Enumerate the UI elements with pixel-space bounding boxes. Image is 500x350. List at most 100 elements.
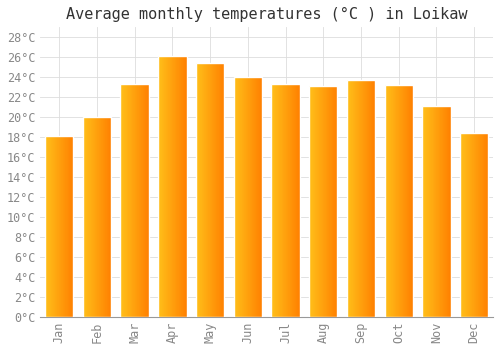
Bar bbox=[336, 86, 337, 317]
Bar bbox=[478, 133, 480, 317]
Bar bbox=[222, 63, 223, 317]
Bar bbox=[428, 106, 429, 317]
Bar bbox=[447, 106, 448, 317]
Bar bbox=[460, 133, 488, 317]
Bar bbox=[309, 86, 310, 317]
Bar bbox=[322, 86, 324, 317]
Bar bbox=[202, 63, 203, 317]
Bar bbox=[136, 84, 137, 317]
Bar bbox=[333, 86, 334, 317]
Bar bbox=[445, 106, 446, 317]
Bar bbox=[321, 86, 322, 317]
Bar bbox=[162, 56, 164, 317]
Bar bbox=[486, 133, 487, 317]
Bar bbox=[83, 117, 84, 317]
Bar bbox=[365, 80, 366, 317]
Bar bbox=[120, 84, 149, 317]
Bar bbox=[46, 136, 48, 317]
Bar bbox=[212, 63, 213, 317]
Bar bbox=[245, 77, 246, 317]
Bar bbox=[282, 84, 284, 317]
Bar bbox=[285, 84, 286, 317]
Bar bbox=[433, 106, 434, 317]
Bar bbox=[92, 117, 93, 317]
Bar bbox=[483, 133, 484, 317]
Bar bbox=[158, 56, 159, 317]
Bar bbox=[198, 63, 199, 317]
Bar bbox=[470, 133, 471, 317]
Bar bbox=[299, 84, 300, 317]
Bar bbox=[293, 84, 294, 317]
Bar bbox=[389, 85, 390, 317]
Bar bbox=[199, 63, 200, 317]
Bar bbox=[347, 80, 375, 317]
Bar bbox=[461, 133, 462, 317]
Bar bbox=[355, 80, 356, 317]
Bar bbox=[166, 56, 168, 317]
Bar bbox=[370, 80, 371, 317]
Bar bbox=[434, 106, 435, 317]
Bar bbox=[173, 56, 174, 317]
Bar bbox=[432, 106, 433, 317]
Bar bbox=[219, 63, 220, 317]
Bar bbox=[334, 86, 335, 317]
Bar bbox=[137, 84, 138, 317]
Bar bbox=[392, 85, 393, 317]
Bar bbox=[139, 84, 140, 317]
Bar bbox=[148, 84, 149, 317]
Bar bbox=[397, 85, 398, 317]
Bar bbox=[315, 86, 316, 317]
Bar bbox=[260, 77, 261, 317]
Bar bbox=[144, 84, 145, 317]
Bar bbox=[296, 84, 297, 317]
Bar bbox=[100, 117, 101, 317]
Bar bbox=[422, 106, 423, 317]
Bar bbox=[45, 136, 74, 317]
Bar bbox=[68, 136, 69, 317]
Bar bbox=[286, 84, 287, 317]
Bar bbox=[393, 85, 394, 317]
Bar bbox=[201, 63, 202, 317]
Bar bbox=[45, 136, 46, 317]
Bar bbox=[401, 85, 402, 317]
Bar bbox=[50, 136, 51, 317]
Bar bbox=[440, 106, 441, 317]
Bar bbox=[358, 80, 360, 317]
Bar bbox=[430, 106, 431, 317]
Bar bbox=[234, 77, 262, 317]
Bar bbox=[249, 77, 250, 317]
Bar bbox=[294, 84, 295, 317]
Bar bbox=[145, 84, 146, 317]
Bar bbox=[326, 86, 327, 317]
Bar bbox=[235, 77, 236, 317]
Bar bbox=[371, 80, 372, 317]
Bar bbox=[284, 84, 285, 317]
Bar bbox=[406, 85, 407, 317]
Bar bbox=[409, 85, 410, 317]
Bar bbox=[460, 133, 461, 317]
Bar bbox=[170, 56, 171, 317]
Bar bbox=[351, 80, 352, 317]
Bar bbox=[208, 63, 209, 317]
Bar bbox=[181, 56, 182, 317]
Bar bbox=[143, 84, 144, 317]
Bar bbox=[102, 117, 103, 317]
Bar bbox=[218, 63, 219, 317]
Bar bbox=[107, 117, 108, 317]
Bar bbox=[130, 84, 131, 317]
Bar bbox=[256, 77, 257, 317]
Bar bbox=[54, 136, 55, 317]
Bar bbox=[327, 86, 328, 317]
Bar bbox=[261, 77, 262, 317]
Bar bbox=[210, 63, 211, 317]
Bar bbox=[241, 77, 242, 317]
Bar bbox=[328, 86, 329, 317]
Bar bbox=[357, 80, 358, 317]
Bar bbox=[90, 117, 91, 317]
Bar bbox=[367, 80, 368, 317]
Bar bbox=[274, 84, 275, 317]
Bar bbox=[442, 106, 444, 317]
Bar bbox=[104, 117, 105, 317]
Bar bbox=[159, 56, 160, 317]
Bar bbox=[66, 136, 67, 317]
